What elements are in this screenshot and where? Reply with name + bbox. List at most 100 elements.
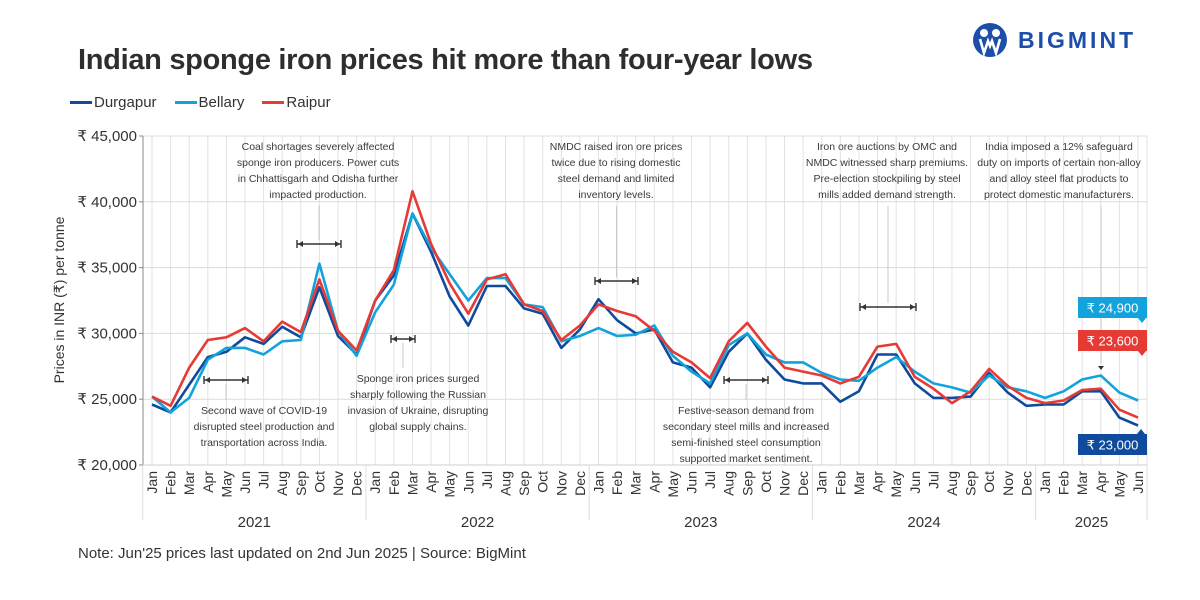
x-tick-label: May: [1111, 471, 1127, 497]
series-line-raipur: [151, 190, 1139, 419]
annotation-text: twice due to rising domestic: [552, 157, 681, 169]
range-arrow-head: [596, 278, 601, 284]
annotation-text: steel demand and limited: [558, 173, 675, 185]
end-label-raipur: ₹ 23,600: [1078, 330, 1147, 356]
annotation-text: and alloy steel flat products to: [990, 173, 1129, 185]
x-tick-label: Oct: [758, 471, 774, 493]
x-tick-label: Jul: [479, 471, 495, 489]
x-tick-label: Jan: [144, 471, 160, 494]
range-arrow-head: [725, 377, 730, 383]
range-arrow-head: [298, 241, 303, 247]
annotation-text: Sponge iron prices surged: [357, 373, 480, 385]
annotation: Iron ore auctions by OMC and NMDC witness…: [806, 141, 968, 311]
annotation-text: protect domestic manufacturers.: [984, 189, 1134, 201]
x-tick-label: Mar: [1074, 471, 1090, 495]
annotation-text: Coal shortages severely affected: [242, 141, 395, 153]
x-tick-label: Feb: [163, 471, 179, 495]
x-tick-label: Feb: [1056, 471, 1072, 495]
range-arrow-head: [392, 336, 397, 342]
callout-text: ₹ 24,900: [1087, 301, 1139, 316]
x-tick-label: Apr: [200, 471, 216, 493]
x-tick-label: Jun: [237, 471, 253, 494]
annotation-text: NMDC witnessed sharp premiums.: [806, 157, 968, 169]
x-tick-label: May: [888, 471, 904, 497]
annotation: NMDC raised iron ore prices twice due to …: [550, 141, 682, 285]
year-label: 2023: [684, 514, 717, 531]
x-tick-label: Dec: [795, 471, 811, 496]
range-arrow-head: [335, 241, 340, 247]
callout-tip: [1138, 351, 1146, 356]
x-tick-label: Apr: [646, 471, 662, 493]
annotation-text: Festive-season demand from: [678, 405, 814, 417]
annotation: Sponge iron prices surged sharply followi…: [348, 335, 489, 433]
series-line-bellary: [151, 212, 1139, 414]
x-tick-label: Dec: [572, 471, 588, 496]
callout-text: ₹ 23,600: [1087, 334, 1139, 349]
y-tick-label: ₹ 25,000: [77, 391, 137, 408]
year-label: 2025: [1075, 514, 1108, 531]
annotation-text: Second wave of COVID-19: [201, 405, 327, 417]
x-tick-label: Mar: [851, 471, 867, 495]
x-tick-label: Feb: [832, 471, 848, 495]
x-tick-label: Jul: [256, 471, 272, 489]
annotation-text: sponge iron producers. Power cuts: [237, 157, 399, 169]
x-tick-label: Sep: [293, 471, 309, 496]
y-tick-label: ₹ 20,000: [77, 457, 137, 474]
x-tick-label: Feb: [386, 471, 402, 495]
x-tick-label: Aug: [274, 471, 290, 496]
x-tick-label: Apr: [1093, 471, 1109, 493]
annotation-text: impacted production.: [269, 189, 366, 201]
callout-box: [1078, 297, 1147, 318]
year-label: 2022: [461, 514, 494, 531]
callout-tip: [1137, 429, 1145, 434]
x-tick-label: Mar: [404, 471, 420, 495]
legend-label: Bellary: [198, 94, 245, 111]
annotation-text: India imposed a 12% safeguard: [985, 141, 1133, 153]
x-tick-label: Jun: [1130, 471, 1146, 494]
x-tick-label: Jan: [1037, 471, 1053, 494]
x-tick-label: Jun: [460, 471, 476, 494]
year-label: 2024: [907, 514, 940, 531]
x-tick-label: May: [218, 471, 234, 497]
x-tick-label: Nov: [1000, 471, 1016, 496]
x-tick-label: Nov: [777, 471, 793, 496]
legend-item-raipur: Raipur: [262, 94, 331, 111]
annotation-text: semi-finished steel consumption: [671, 437, 821, 449]
x-tick-label: Mar: [181, 471, 197, 495]
callout-tip: [1138, 318, 1146, 323]
range-arrow-head: [910, 304, 915, 310]
y-axis-label: Prices in INR (₹) per tonne: [51, 216, 67, 383]
x-tick-label: Sep: [739, 471, 755, 496]
x-tick-label: Jun: [684, 471, 700, 494]
x-tick-label: Jul: [925, 471, 941, 489]
annotation-text: Pre-election stockpiling by steel: [813, 173, 960, 185]
x-tick-label: Sep: [516, 471, 532, 496]
annotation-text: invasion of Ukraine, disrupting: [348, 405, 489, 417]
annotation-text: sharply following the Russian: [350, 389, 486, 401]
series-line-durgapur: [151, 212, 1139, 427]
x-tick-label: Dec: [349, 471, 365, 496]
pointer-icon: [1098, 366, 1104, 370]
callout-text: ₹ 23,000: [1087, 438, 1139, 453]
x-tick-label: Aug: [721, 471, 737, 496]
y-tick-label: ₹ 30,000: [77, 325, 137, 342]
year-label: 2021: [238, 514, 271, 531]
annotation: Coal shortages severely affected sponge i…: [237, 141, 399, 248]
range-arrow-head: [762, 377, 767, 383]
annotation-text: in Chhattisgarh and Odisha further: [238, 173, 399, 185]
x-tick-label: Jan: [590, 471, 606, 494]
x-tick-label: May: [442, 471, 458, 497]
x-tick-label: Oct: [981, 471, 997, 493]
legend-swatch: [262, 101, 285, 104]
legend-item-bellary: Bellary: [174, 94, 245, 111]
x-tick-label: May: [665, 471, 681, 497]
annotation-text: transportation across India.: [201, 437, 328, 449]
y-tick-label: ₹ 45,000: [77, 128, 137, 145]
annotation-text: supported market sentiment.: [679, 453, 812, 465]
x-tick-label: Aug: [944, 471, 960, 496]
legend-label: Raipur: [286, 94, 331, 111]
bigmint-logo: BIGMINT: [972, 22, 1136, 58]
x-tick-label: Apr: [870, 471, 886, 493]
x-tick-label: Apr: [423, 471, 439, 493]
